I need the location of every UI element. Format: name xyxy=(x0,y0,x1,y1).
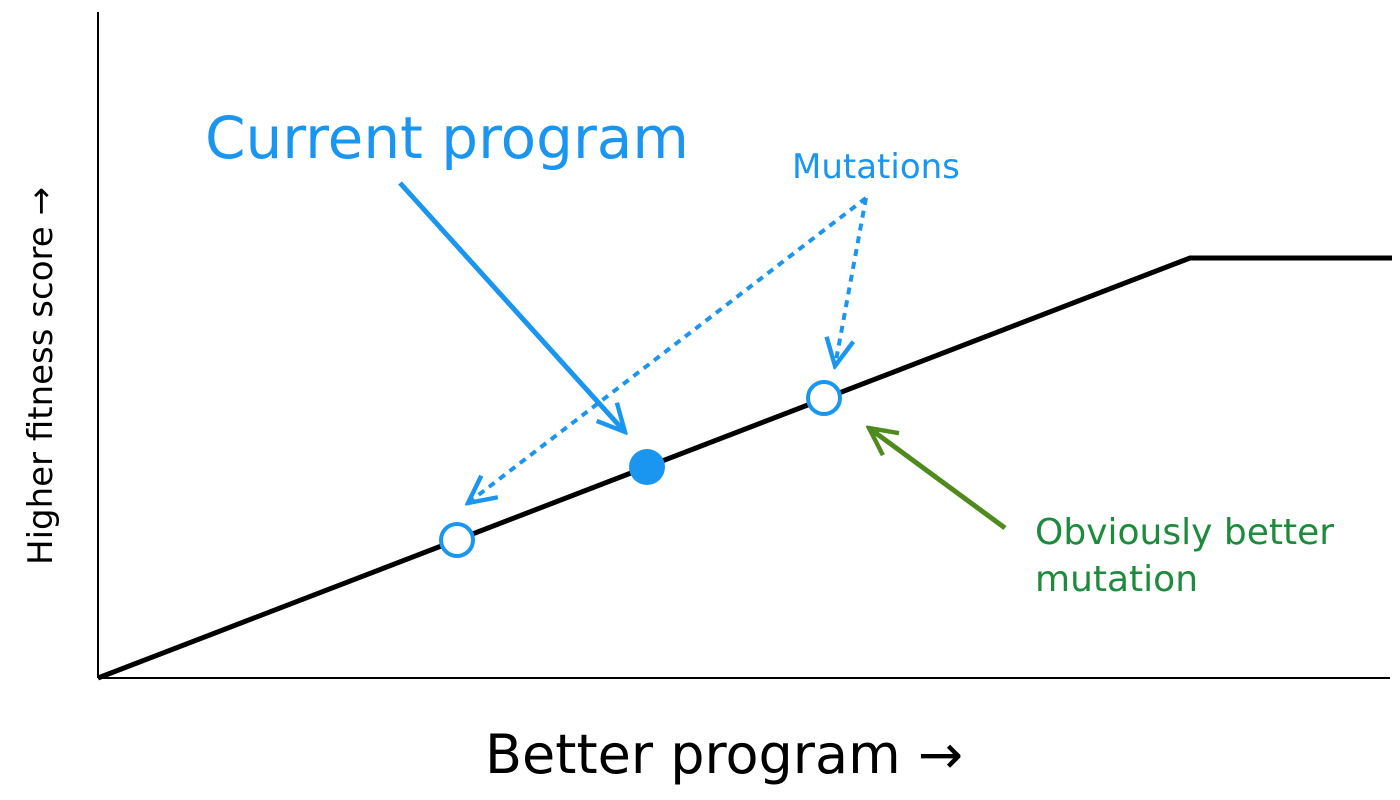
current-program-arrow xyxy=(398,181,625,432)
mutation-arrow-left xyxy=(468,196,868,503)
obviously-better-arrow xyxy=(869,428,1007,531)
x-axis-label: Better program → xyxy=(485,723,963,786)
obviously-better-label-line1: Obviously better xyxy=(1035,512,1334,553)
current-program-point xyxy=(629,449,665,485)
fitness-curve xyxy=(97,255,1392,681)
mutation-point-right xyxy=(806,380,842,416)
mutation-point-left xyxy=(439,522,475,558)
current-program-label: Current program xyxy=(205,104,689,172)
y-axis-label: Higher fitness score → xyxy=(21,187,61,565)
mutation-arrow-right xyxy=(835,197,868,366)
mutations-label: Mutations xyxy=(792,147,960,187)
obviously-better-label-line2: mutation xyxy=(1035,559,1198,600)
